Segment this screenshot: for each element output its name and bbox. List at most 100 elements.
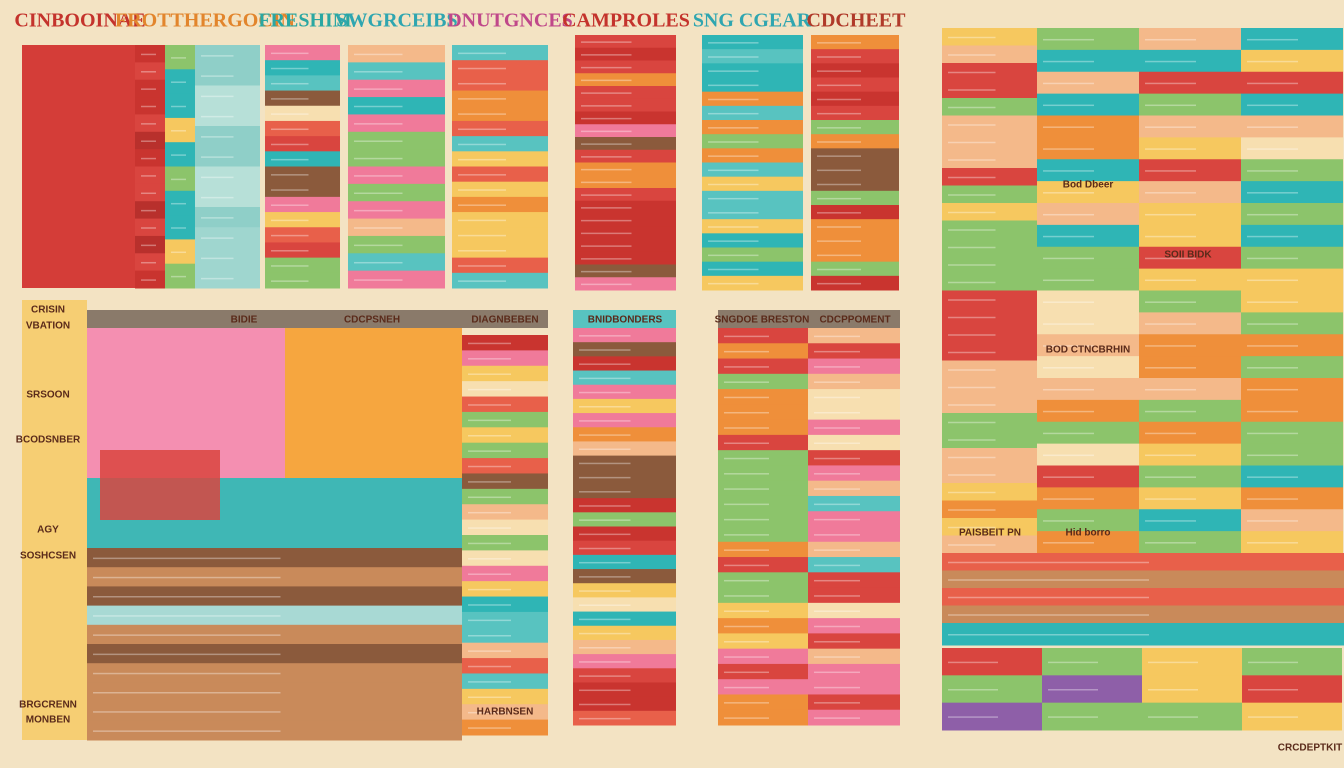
stripe (462, 335, 548, 351)
stripe (1037, 509, 1139, 532)
stripe (718, 495, 808, 512)
stripe (808, 343, 900, 360)
stripe (141, 157, 156, 160)
stripe (1247, 235, 1298, 238)
stripe (814, 595, 860, 597)
stripe (468, 358, 511, 360)
stripe (942, 378, 1037, 396)
stripe (195, 65, 260, 86)
stripe (814, 442, 860, 445)
stripe (1145, 213, 1196, 216)
stripe (702, 190, 803, 206)
stripe (165, 263, 195, 289)
stripe (702, 120, 803, 135)
stripe (462, 673, 548, 690)
stripe (724, 457, 769, 460)
stripe (581, 207, 632, 209)
stripe (468, 619, 511, 622)
stripe (718, 587, 808, 604)
stripe (708, 141, 759, 143)
stripe (452, 272, 548, 289)
stripe (579, 434, 631, 436)
stripe (808, 694, 900, 711)
stripe (1139, 49, 1241, 73)
stripe (708, 84, 759, 87)
stripe (195, 85, 260, 107)
stripe (1139, 290, 1241, 313)
middle-head: SNGDOE BRESTON (715, 315, 810, 326)
stripe (171, 202, 186, 205)
stripe (948, 54, 996, 56)
stripe (708, 127, 759, 129)
stripe (458, 52, 506, 55)
stripe (195, 105, 260, 127)
stripe (573, 668, 676, 683)
stripe (93, 557, 281, 560)
stripe (811, 63, 899, 78)
stripe (573, 611, 676, 627)
stripe (1241, 421, 1343, 445)
stripe (724, 656, 769, 658)
stripe (468, 404, 511, 406)
stripe (814, 717, 860, 719)
stripe (462, 411, 548, 428)
stripe (1145, 367, 1196, 369)
stripe (271, 174, 309, 176)
stripe (579, 405, 631, 408)
stripe (1037, 137, 1139, 160)
stripe (942, 395, 1037, 414)
stripe (718, 648, 808, 665)
stripe (579, 632, 631, 635)
stripe (579, 335, 631, 337)
header: CINBOOINAE (14, 10, 145, 32)
stripe (195, 186, 260, 208)
stripe (942, 185, 1037, 204)
stripe (948, 176, 996, 179)
stripe (1043, 38, 1094, 41)
stripe (1241, 378, 1343, 401)
stripe (811, 205, 899, 220)
stripe (135, 218, 165, 237)
stripe (452, 75, 548, 92)
stripe (579, 420, 631, 422)
stripe (1145, 301, 1196, 303)
stripe (942, 343, 1037, 361)
stripe (1139, 28, 1241, 51)
stripe (1148, 661, 1198, 664)
stripe (708, 212, 759, 214)
stripe (1241, 137, 1343, 160)
stripe (452, 120, 548, 137)
stripe (458, 204, 506, 206)
stripe (1037, 334, 1139, 357)
header: SWGRCEIBS (336, 10, 457, 32)
stripe (1037, 312, 1139, 335)
stripe (817, 226, 861, 228)
stripe (579, 547, 631, 550)
stripe (814, 381, 860, 383)
stripe (452, 45, 548, 61)
stripe (165, 142, 195, 167)
stripe (271, 265, 309, 267)
stripe (808, 572, 900, 589)
stripe (87, 644, 462, 664)
stripe (573, 526, 676, 542)
stripe (1043, 345, 1094, 347)
stripe (1145, 345, 1196, 347)
stripe (814, 457, 860, 460)
stripe (141, 175, 156, 177)
stripe (1037, 115, 1139, 138)
stripe (1037, 443, 1139, 466)
stripe (581, 92, 632, 94)
stripe (1247, 498, 1298, 500)
stripe (1043, 410, 1094, 413)
stripe (724, 366, 769, 368)
stripe (1048, 716, 1098, 718)
stripe (708, 155, 759, 157)
stripe (1139, 487, 1241, 510)
stripe (195, 227, 260, 248)
stripe (141, 244, 156, 247)
stripe (1247, 301, 1298, 303)
stripe (575, 86, 676, 100)
stripe (724, 686, 769, 689)
stripe (1037, 465, 1139, 488)
